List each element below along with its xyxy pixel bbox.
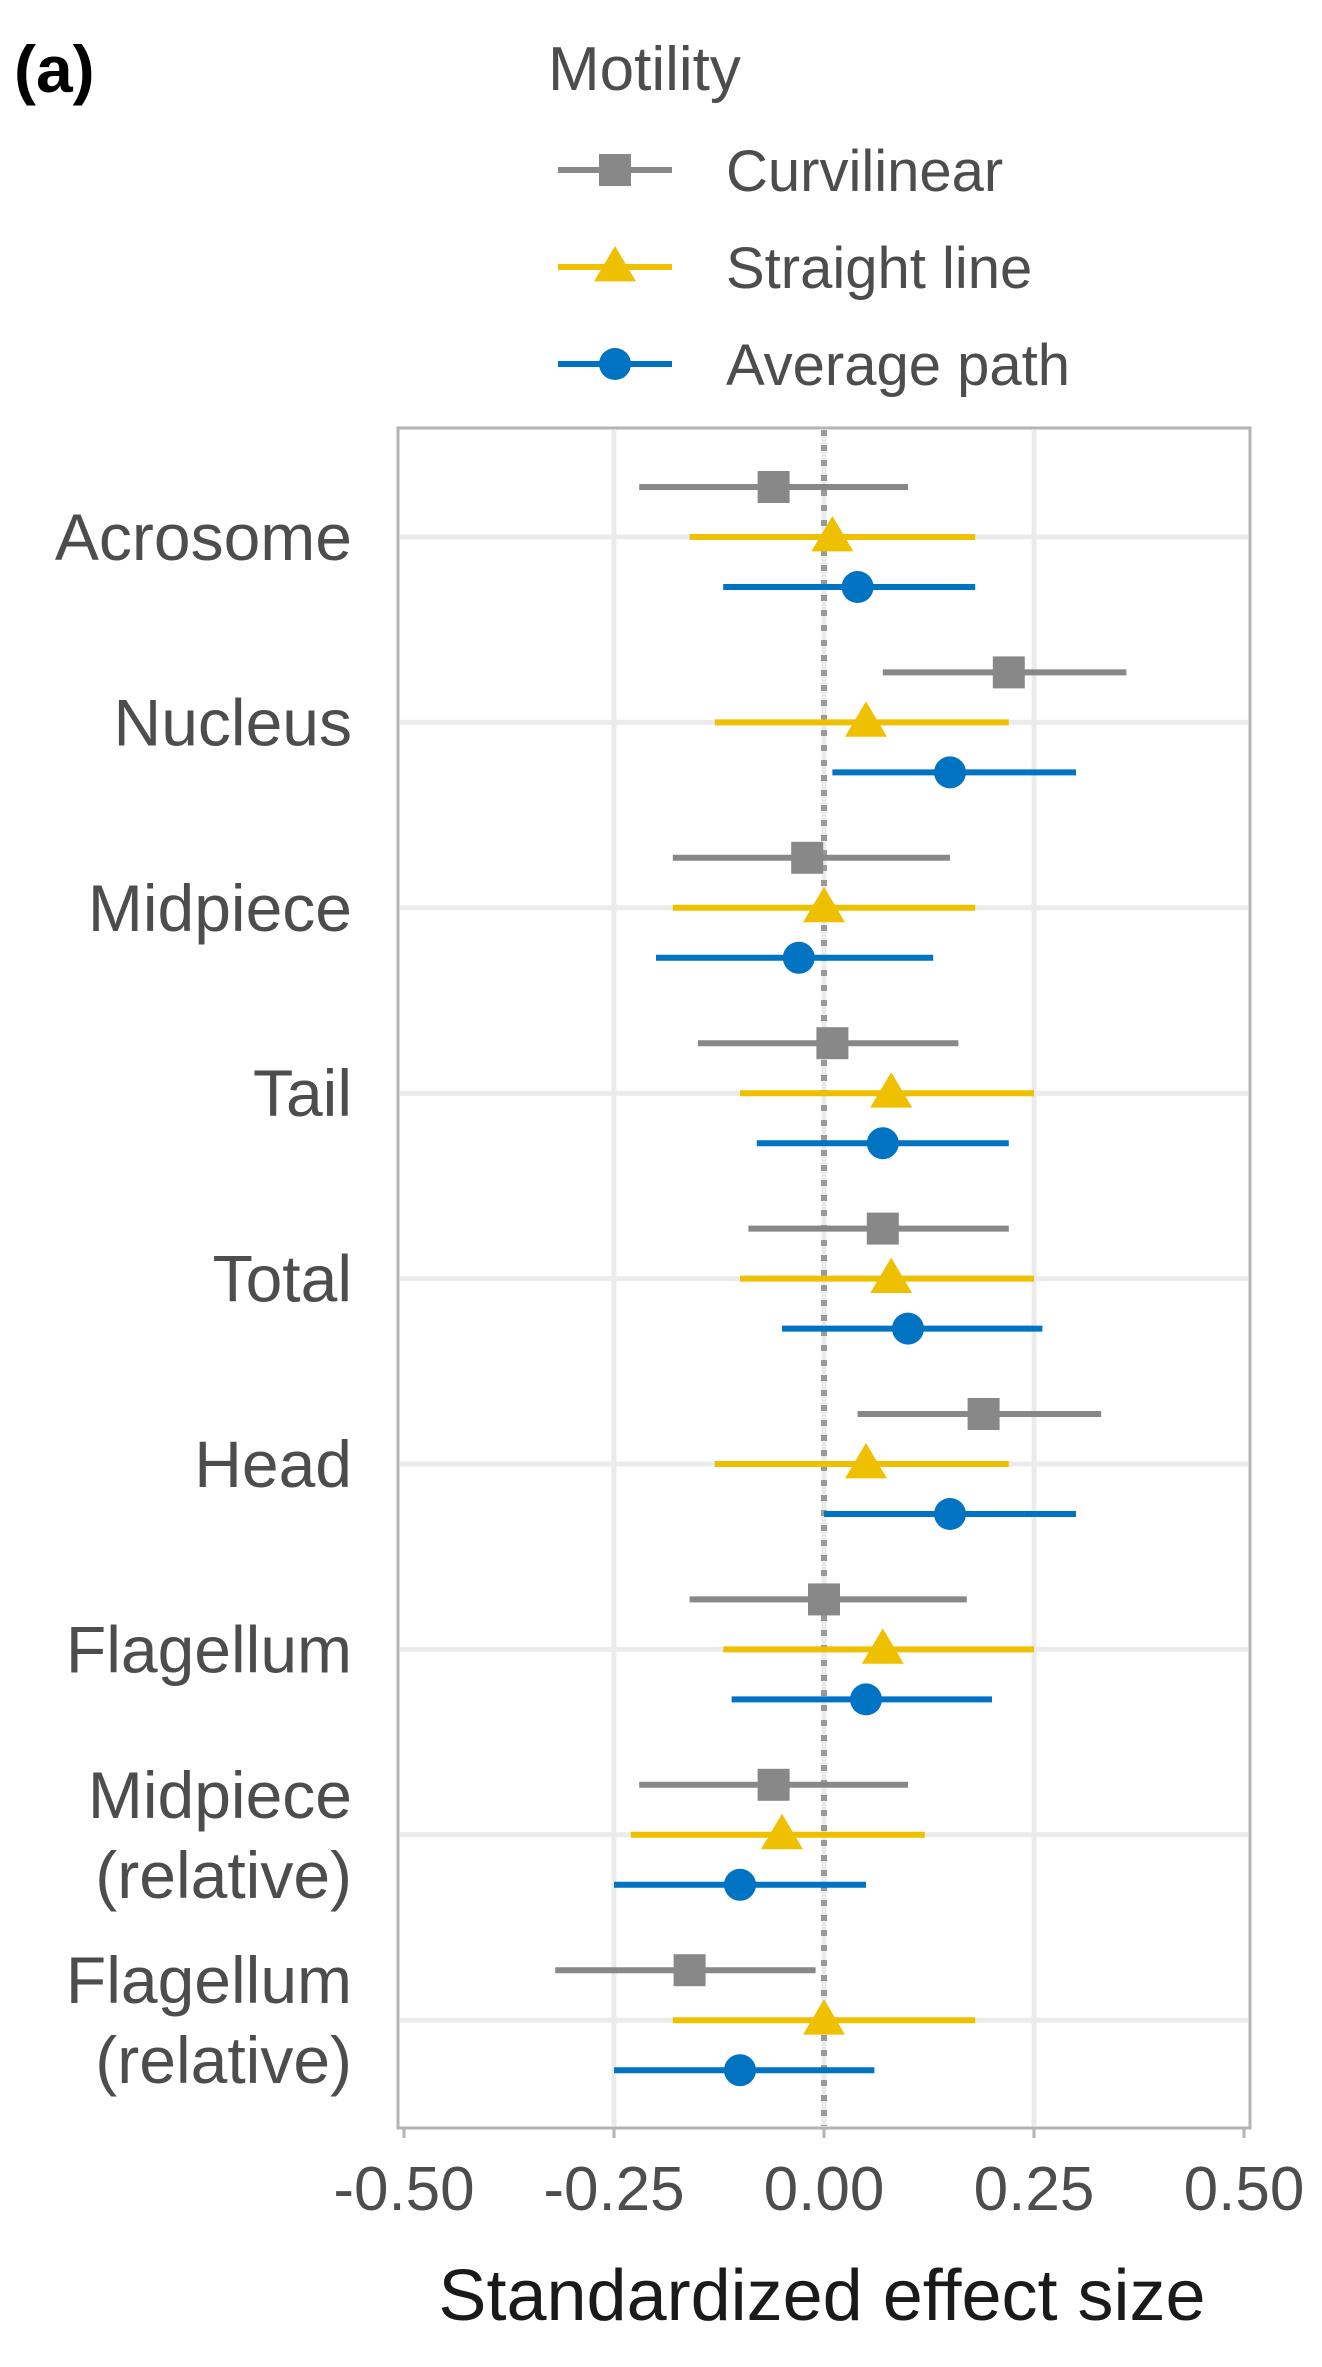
y-tick-label: Midpiece: [88, 1758, 352, 1832]
point-curvilinear: [992, 656, 1025, 689]
series-straight-line: [630, 516, 1034, 2035]
y-tick-label: Total: [213, 1242, 352, 1316]
y-tick-label: Acrosome: [55, 500, 352, 574]
legend: Motility Curvilinear Straight line Average…: [548, 35, 1070, 398]
legend-label-average-path: Average path: [726, 333, 1070, 398]
legend-key-marker-straight-line: [594, 246, 636, 282]
point-straight-line: [761, 1813, 803, 1850]
point-curvilinear: [757, 471, 790, 503]
legend-title: Motility: [548, 35, 741, 104]
point-average-path: [866, 1127, 899, 1160]
y-tick-label: (relative): [95, 2023, 352, 2097]
y-tick-label: Flagellum: [66, 1612, 352, 1686]
point-curvilinear: [866, 1212, 899, 1245]
point-straight-line: [803, 1999, 845, 2035]
y-tick-label: Head: [194, 1427, 352, 1501]
point-curvilinear: [757, 1768, 790, 1801]
point-straight-line: [870, 1257, 913, 1293]
y-tick-label: Flagellum: [66, 1943, 352, 2017]
x-tick-label: 0.50: [1184, 2155, 1305, 2224]
point-average-path: [724, 2054, 756, 2087]
point-average-path: [934, 756, 966, 789]
point-curvilinear: [791, 841, 824, 874]
y-tick-label: Midpiece: [88, 871, 352, 945]
point-average-path: [724, 1868, 756, 1901]
legend-label-curvilinear: Curvilinear: [726, 139, 1003, 204]
y-tick-label: Tail: [253, 1056, 352, 1130]
legend-label-straight-line: Straight line: [726, 236, 1032, 301]
x-tick-label: 0.25: [974, 2155, 1095, 2224]
legend-key-marker-average-path: [599, 348, 631, 380]
plot-area: Acrosome Nucleus Midpiece Tail Total Head Flag…: [55, 426, 1305, 2224]
point-curvilinear: [816, 1027, 849, 1060]
point-straight-line: [811, 516, 854, 552]
point-average-path: [892, 1312, 924, 1345]
panel-label: (a): [14, 32, 95, 106]
x-tick-label: -0.50: [333, 2155, 474, 2224]
y-tick-label: Nucleus: [114, 685, 352, 759]
point-average-path: [934, 1498, 966, 1530]
point-straight-line: [861, 1628, 904, 1664]
point-average-path: [782, 941, 815, 974]
series-average-path: [614, 571, 1076, 2087]
point-straight-line: [870, 1072, 913, 1108]
point-curvilinear: [808, 1583, 840, 1616]
point-curvilinear: [673, 1954, 706, 1987]
legend-key-marker-curvilinear: [599, 154, 631, 186]
point-curvilinear: [967, 1398, 1000, 1430]
x-axis-label: Standardized effect size: [438, 2256, 1205, 2336]
point-average-path: [850, 1683, 882, 1716]
point-straight-line: [803, 886, 845, 923]
point-straight-line: [845, 701, 887, 737]
point-straight-line: [845, 1443, 887, 1479]
y-tick-label: (relative): [95, 1838, 352, 1912]
x-tick-label: 0.00: [764, 2155, 885, 2224]
x-tick-label: -0.25: [543, 2155, 684, 2224]
point-average-path: [841, 571, 874, 603]
series-curvilinear: [555, 471, 1127, 1987]
